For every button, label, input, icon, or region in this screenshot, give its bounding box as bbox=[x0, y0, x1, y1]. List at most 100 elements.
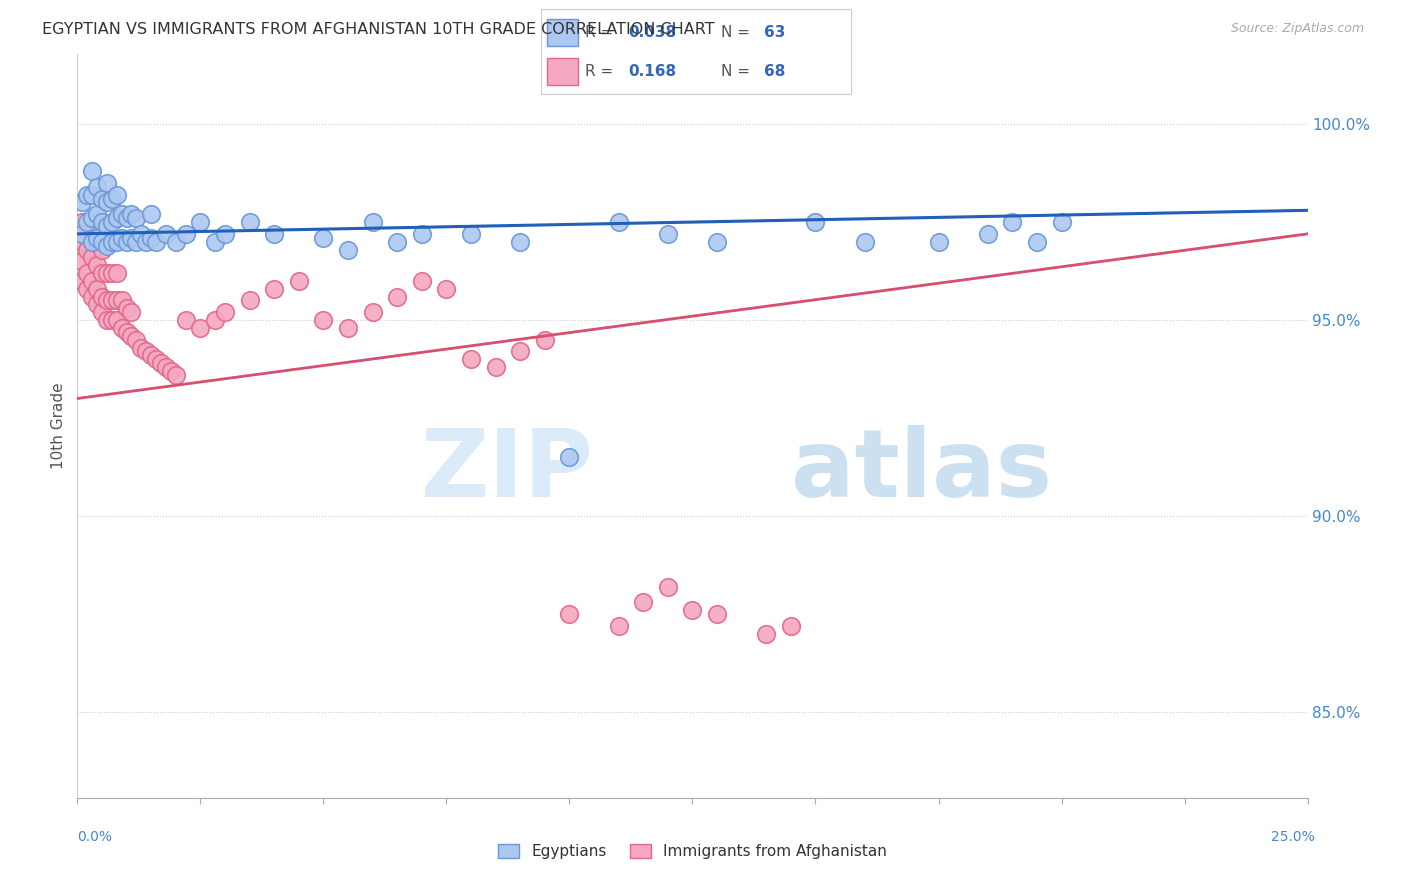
Point bbox=[101, 215, 124, 229]
Text: atlas: atlas bbox=[792, 425, 1052, 516]
Point bbox=[90, 305, 114, 319]
Point bbox=[160, 364, 183, 378]
Point bbox=[82, 251, 104, 265]
Point bbox=[82, 187, 104, 202]
Point bbox=[204, 235, 226, 249]
Text: 25.0%: 25.0% bbox=[1271, 830, 1315, 844]
Point bbox=[174, 227, 197, 241]
Point bbox=[96, 238, 118, 252]
Point bbox=[96, 266, 118, 280]
Point bbox=[82, 274, 104, 288]
Point bbox=[174, 313, 197, 327]
Text: EGYPTIAN VS IMMIGRANTS FROM AFGHANISTAN 10TH GRADE CORRELATION CHART: EGYPTIAN VS IMMIGRANTS FROM AFGHANISTAN … bbox=[42, 22, 714, 37]
Point bbox=[86, 235, 108, 249]
Point bbox=[188, 215, 212, 229]
Point bbox=[337, 321, 360, 335]
Point bbox=[86, 179, 108, 194]
Point bbox=[534, 333, 557, 347]
Text: 63: 63 bbox=[763, 25, 786, 40]
Point bbox=[82, 211, 104, 226]
Point bbox=[111, 321, 132, 335]
Point bbox=[86, 231, 108, 245]
Point bbox=[121, 328, 143, 343]
Text: ZIP: ZIP bbox=[422, 425, 595, 516]
Point bbox=[204, 313, 226, 327]
Point bbox=[145, 235, 167, 249]
Point bbox=[239, 293, 262, 308]
Point bbox=[755, 626, 778, 640]
Point bbox=[150, 356, 173, 370]
Point bbox=[780, 619, 803, 633]
Point bbox=[82, 235, 104, 249]
Point bbox=[706, 235, 728, 249]
Point bbox=[90, 235, 114, 249]
Point bbox=[101, 235, 124, 249]
Point bbox=[70, 254, 93, 268]
Point bbox=[1050, 215, 1073, 229]
Point bbox=[125, 333, 148, 347]
Point bbox=[86, 297, 108, 311]
Point bbox=[90, 289, 114, 303]
Point bbox=[141, 348, 163, 362]
Point bbox=[121, 305, 143, 319]
Text: Source: ZipAtlas.com: Source: ZipAtlas.com bbox=[1230, 22, 1364, 36]
Point bbox=[607, 619, 630, 633]
Text: 0.0%: 0.0% bbox=[77, 830, 112, 844]
Point bbox=[101, 192, 124, 206]
Point bbox=[361, 305, 384, 319]
Point bbox=[70, 215, 93, 229]
Point bbox=[633, 595, 655, 609]
Point bbox=[558, 450, 581, 465]
Point bbox=[76, 187, 98, 202]
Point bbox=[141, 207, 163, 221]
Point bbox=[165, 368, 187, 382]
Legend: Egyptians, Immigrants from Afghanistan: Egyptians, Immigrants from Afghanistan bbox=[492, 838, 893, 865]
Point bbox=[239, 215, 262, 229]
Point bbox=[509, 344, 531, 359]
Point bbox=[115, 211, 138, 226]
Text: N =: N = bbox=[721, 64, 755, 79]
Text: 0.168: 0.168 bbox=[628, 64, 676, 79]
Point bbox=[86, 282, 108, 296]
Point bbox=[111, 207, 132, 221]
Point bbox=[361, 215, 384, 229]
Point bbox=[121, 231, 143, 245]
Point bbox=[928, 235, 950, 249]
Point bbox=[76, 282, 98, 296]
Point bbox=[96, 313, 118, 327]
Point bbox=[90, 243, 114, 257]
Point bbox=[129, 341, 153, 355]
Point bbox=[86, 258, 108, 272]
Point bbox=[105, 266, 128, 280]
Point bbox=[485, 360, 508, 375]
Point bbox=[105, 313, 128, 327]
Point bbox=[188, 321, 212, 335]
Point bbox=[682, 603, 704, 617]
Point bbox=[1001, 215, 1024, 229]
Point bbox=[70, 227, 93, 241]
Point bbox=[105, 235, 128, 249]
Point bbox=[86, 207, 108, 221]
Point bbox=[76, 243, 98, 257]
Point bbox=[155, 227, 177, 241]
Point bbox=[76, 266, 98, 280]
Point bbox=[312, 231, 335, 245]
Point bbox=[129, 227, 153, 241]
Point bbox=[977, 227, 1000, 241]
Point bbox=[460, 352, 482, 367]
Point bbox=[70, 274, 93, 288]
Point bbox=[460, 227, 482, 241]
Text: R =: R = bbox=[585, 64, 617, 79]
Point bbox=[70, 195, 93, 210]
Point bbox=[115, 325, 138, 339]
Point bbox=[96, 195, 118, 210]
Point bbox=[411, 274, 433, 288]
Point bbox=[125, 211, 148, 226]
Point bbox=[105, 211, 128, 226]
Point bbox=[436, 282, 458, 296]
Point bbox=[125, 235, 148, 249]
Point bbox=[115, 301, 138, 316]
Point bbox=[263, 282, 285, 296]
Text: 68: 68 bbox=[763, 64, 786, 79]
Point bbox=[105, 187, 128, 202]
